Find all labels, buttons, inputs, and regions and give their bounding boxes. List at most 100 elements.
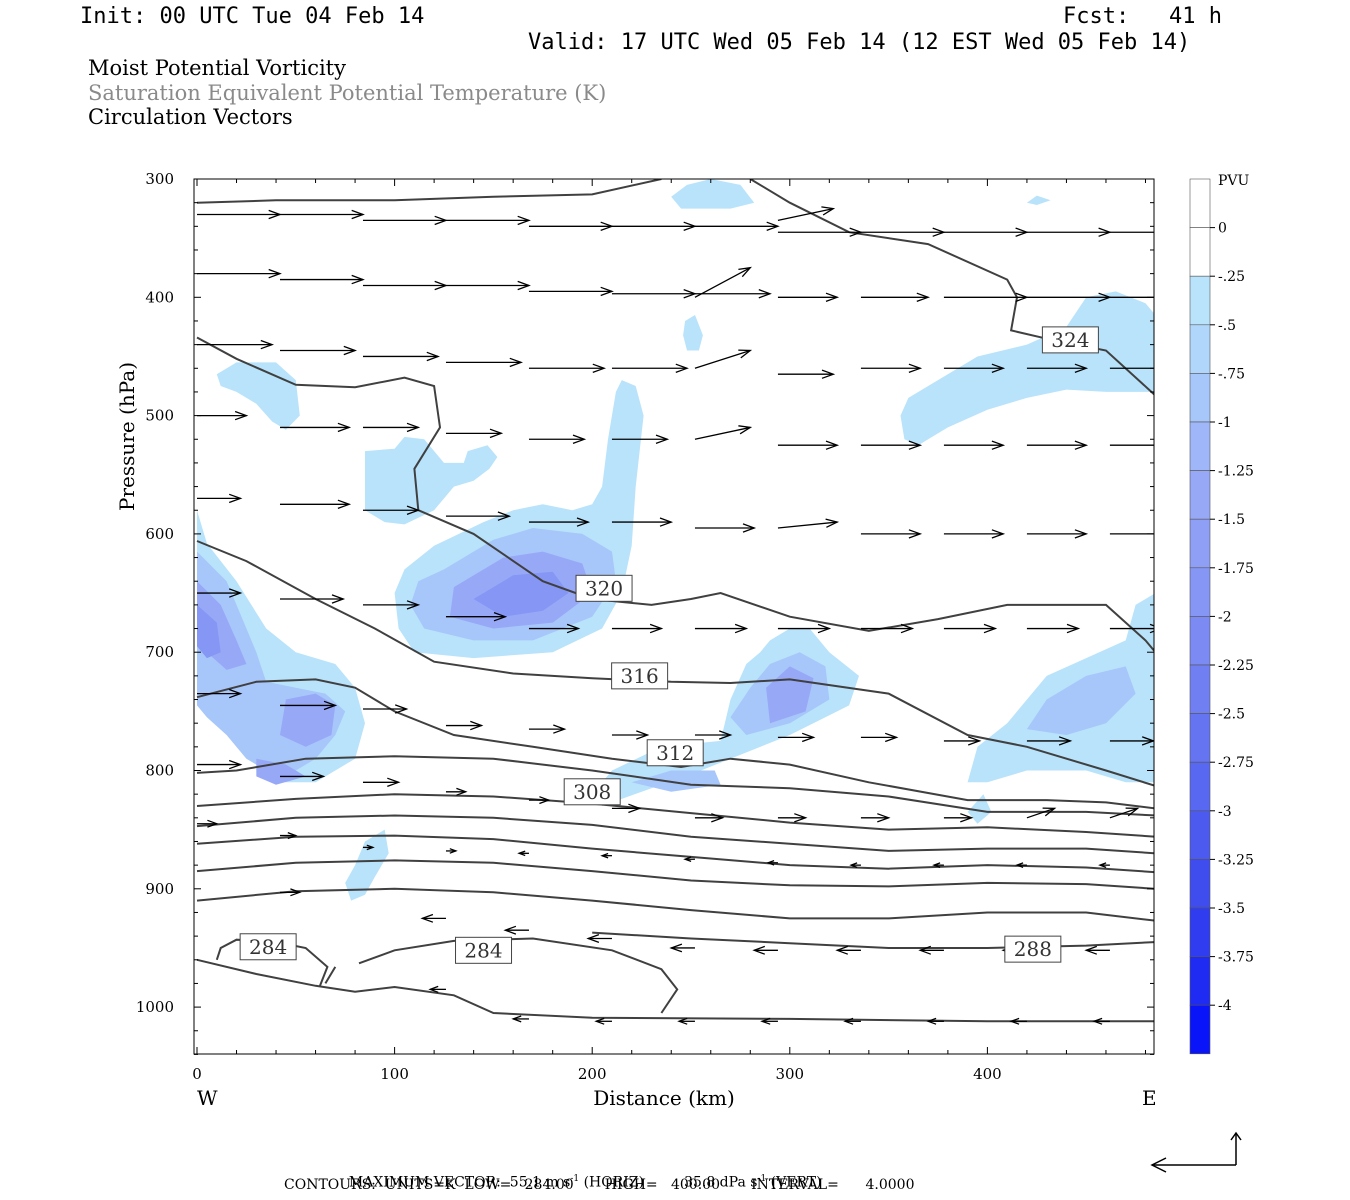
circulation-vector bbox=[611, 221, 697, 232]
vector-head bbox=[825, 292, 840, 303]
colorbar-swatch bbox=[1189, 421, 1211, 471]
vector-head bbox=[900, 623, 915, 634]
colorbar-swatch bbox=[1189, 373, 1211, 423]
circulation-vector bbox=[1026, 807, 1057, 819]
contour-label-box bbox=[575, 574, 633, 602]
contour-label: 284 bbox=[239, 933, 297, 961]
vector-head bbox=[655, 434, 670, 445]
circulation-vector bbox=[362, 505, 421, 516]
vector-head bbox=[766, 221, 780, 232]
vector-head bbox=[337, 422, 352, 433]
circulation-vector bbox=[445, 215, 531, 226]
vector-head bbox=[517, 215, 531, 226]
circulation-vector bbox=[694, 266, 752, 298]
colorbar-swatch bbox=[1189, 907, 1211, 957]
vector-head bbox=[228, 588, 243, 598]
vector-head bbox=[1092, 1017, 1103, 1025]
vector-head bbox=[470, 720, 484, 731]
circulation-vector bbox=[926, 1017, 944, 1025]
circulation-vector bbox=[943, 623, 998, 634]
colorbar-level-label: 0 bbox=[1218, 221, 1227, 237]
y-tick-label: 600 bbox=[145, 525, 174, 543]
x-tick-label: 300 bbox=[775, 1065, 804, 1083]
vector-head bbox=[821, 369, 836, 379]
vector-head bbox=[594, 1017, 605, 1025]
contour-label-box bbox=[455, 936, 513, 964]
theta-contour bbox=[196, 336, 1154, 653]
pv-region bbox=[967, 593, 1154, 783]
circulation-vector bbox=[1009, 1017, 1027, 1025]
vector-head bbox=[406, 422, 421, 433]
horiz-tag: (HORIZ) bbox=[583, 1174, 644, 1191]
horiz-exponent: -1 bbox=[570, 1174, 580, 1184]
contour-label-text: 316 bbox=[621, 664, 659, 688]
contour-label-text: 284 bbox=[249, 935, 287, 959]
colorbar-swatch bbox=[1189, 178, 1211, 228]
vector-head bbox=[287, 831, 298, 840]
pv-region bbox=[631, 770, 721, 792]
vector-head bbox=[449, 848, 458, 854]
vector-head bbox=[960, 813, 974, 823]
max-vector-note: MAXIMUM VECTOR: 55.1 m s-1 (HORIZ) 35.8 … bbox=[340, 1158, 822, 1191]
contour-label: 320 bbox=[575, 574, 633, 602]
vector-head bbox=[1125, 807, 1140, 817]
circulation-vector bbox=[445, 511, 512, 521]
vector-head bbox=[801, 732, 816, 743]
colorbar-level-label: -1.5 bbox=[1218, 512, 1245, 528]
circulation-vector bbox=[835, 945, 861, 955]
circulation-vector bbox=[694, 288, 772, 299]
colorbar-level-label: -3.25 bbox=[1218, 852, 1254, 868]
circulation-vector bbox=[1026, 623, 1081, 634]
circulation-vector bbox=[279, 594, 346, 604]
circulation-vector bbox=[677, 1017, 695, 1025]
vector-head bbox=[331, 594, 346, 604]
theta-contour bbox=[196, 678, 1154, 810]
circulation-vector bbox=[586, 933, 612, 944]
vector-head bbox=[760, 1017, 771, 1025]
circulation-vector bbox=[1026, 529, 1089, 539]
theta-contour bbox=[592, 931, 1154, 949]
circulation-vector bbox=[279, 422, 352, 433]
colorbar-level-label: -3.5 bbox=[1218, 901, 1245, 917]
circulation-vector bbox=[943, 529, 1006, 539]
vector-head bbox=[983, 623, 998, 634]
circulation-vector bbox=[777, 292, 840, 303]
circulation-vector bbox=[932, 862, 944, 869]
vector-head bbox=[576, 517, 591, 527]
vector-head bbox=[1015, 227, 1029, 237]
circulation-vector bbox=[669, 943, 695, 953]
circulation-vector bbox=[1026, 440, 1089, 450]
circulation-vector bbox=[428, 985, 446, 993]
contour-label: 284 bbox=[455, 936, 513, 964]
circulation-vector bbox=[1109, 231, 1154, 233]
vector-head bbox=[908, 529, 923, 539]
circulation-vector bbox=[1092, 1017, 1110, 1025]
circulation-vector bbox=[362, 704, 409, 714]
vector-head bbox=[991, 440, 1006, 450]
circulation-vector bbox=[279, 274, 365, 285]
circulation-vector bbox=[279, 499, 352, 510]
y-tick-label: 900 bbox=[145, 880, 174, 898]
circulation-vector bbox=[1026, 227, 1112, 237]
vector-head bbox=[849, 227, 863, 237]
colorbar-swatch bbox=[1189, 859, 1211, 909]
vector-head bbox=[1009, 1017, 1020, 1025]
circulation-vector bbox=[197, 339, 275, 350]
vector-head bbox=[967, 736, 982, 746]
contour-label-text: 308 bbox=[573, 780, 611, 804]
circulation-vector bbox=[943, 227, 1029, 237]
colorbar-level-label: -2.75 bbox=[1218, 755, 1254, 771]
circulation-vector bbox=[860, 813, 891, 823]
circulation-vector bbox=[611, 363, 689, 374]
vector-head bbox=[821, 206, 836, 216]
vector-head bbox=[1174, 293, 1185, 301]
vector-head bbox=[758, 288, 772, 299]
vector-head bbox=[659, 517, 674, 527]
vector-head bbox=[877, 813, 891, 823]
circulation-vector bbox=[1084, 945, 1110, 955]
circulation-vector bbox=[1109, 444, 1154, 446]
circulation-vector bbox=[279, 700, 338, 711]
circulation-vector bbox=[943, 813, 974, 823]
colorbar-swatch bbox=[1189, 761, 1211, 812]
vector-head bbox=[766, 859, 775, 866]
